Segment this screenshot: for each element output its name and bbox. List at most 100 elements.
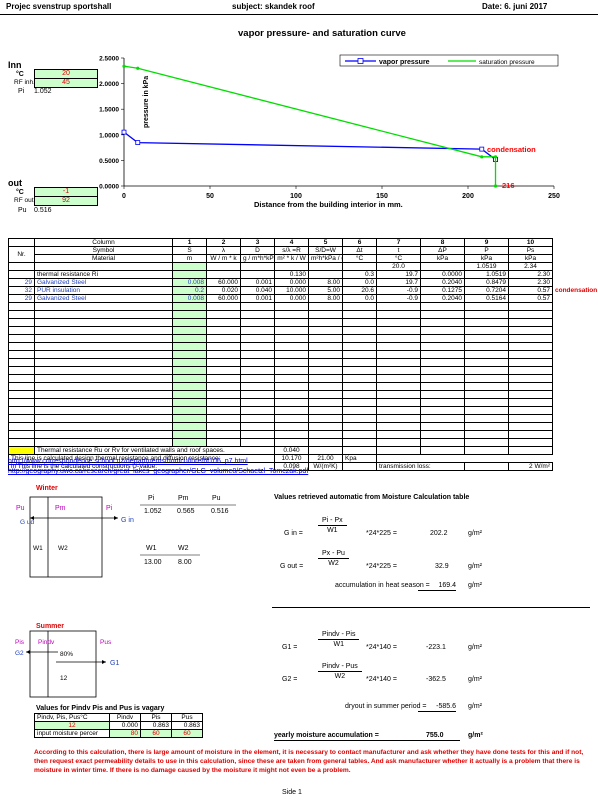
empty-row	[8, 318, 598, 327]
g-in-fraction: Pi - Px W1	[318, 516, 347, 535]
chart-axes: 0 50 100 150 200 250 0.0000 0.5000 1.0000 1.5000 2…	[99, 56, 560, 201]
row-column: Column 1 2 3 4 5 6 7 8 9 10	[8, 238, 598, 247]
data-point	[136, 66, 140, 70]
svg-text:Pu: Pu	[212, 495, 221, 502]
vary-moist-indv[interactable]: 80	[109, 729, 141, 738]
condensation-note	[553, 295, 598, 303]
y-tick-label: 2.5000	[99, 56, 119, 63]
footer-row-3: in This line is the calculated construct…	[8, 462, 598, 471]
link-geography[interactable]: http://geography.uwo.ca/research/great_l…	[8, 468, 309, 475]
vary-temp-input[interactable]: 12	[34, 721, 110, 730]
y-tick-label: 0.0000	[99, 184, 119, 191]
yearly-value: 755.0	[426, 732, 444, 739]
table-row: 29 Galvanized Steel 0.008 60.000 0.001 0.000 8…	[8, 294, 598, 303]
x-axis-label: Distance from the building interior in m…	[254, 200, 403, 209]
page-header: Projec svenstrup sportshall subject: ska…	[0, 2, 598, 15]
inn-rf-label: RF inh.	[14, 79, 35, 86]
legend-saturation: saturation pressure	[479, 59, 535, 66]
series-line-1	[123, 65, 497, 186]
moisture-table: Column 1 2 3 4 5 6 7 8 9 10 Nr. Symbol S…	[8, 238, 598, 471]
svg-text:1.052: 1.052	[144, 508, 162, 515]
winter-diagram: Pu Pm Pi G ud G in W1 W2 Pi Pm Pu 1.052 …	[16, 495, 236, 578]
accumulation-value: 169.4	[418, 581, 456, 591]
table-row: 29 Galvanized Steel 0.008 60.000 0.001 0.000 8…	[8, 278, 598, 287]
svg-text:80%: 80%	[60, 651, 73, 658]
svg-text:W2: W2	[178, 545, 189, 552]
col-header-label: Column	[34, 238, 173, 247]
inn-temp-label: °C	[16, 71, 24, 78]
empty-row	[8, 430, 598, 439]
date: Date: 6. juni 2017	[482, 2, 548, 11]
svg-text:Pus: Pus	[100, 639, 112, 646]
inn-title: Inn	[8, 60, 22, 70]
data-point	[480, 155, 484, 159]
condensation-note	[553, 279, 598, 287]
summer-diagram: Pis Pindv Pus G2 G1 80% 12	[15, 630, 119, 698]
legend-vapor: vapor pressure	[379, 59, 430, 66]
svg-text:Pu: Pu	[16, 505, 25, 512]
g2-fraction: Pindv - Pus W2	[318, 662, 362, 681]
calc-title: Values retrieved automatic from Moisture…	[274, 494, 470, 501]
legend-marker-vapor	[357, 58, 364, 64]
inn-pi-label: Pi	[18, 88, 25, 95]
row-symbol: Nr. Symbol S λ D s/λ =R S/D=W Δt t ΔP P …	[8, 246, 598, 263]
data-point	[121, 129, 127, 135]
vary-moist-us[interactable]: 60	[171, 729, 203, 738]
summer-title: Summer	[36, 623, 65, 630]
svg-text:Pm: Pm	[178, 495, 189, 502]
out-rf-input[interactable]: 92	[34, 196, 98, 206]
svg-text:Pi: Pi	[148, 495, 155, 502]
vary-table: Pindv, Pis, Pus°C Pindv Pis Pus 12 0.000…	[34, 713, 203, 738]
empty-row	[8, 414, 598, 423]
footer-row-1: Thermal resistance Ru or Rv for ventilat…	[8, 446, 598, 455]
vary-moist-is[interactable]: 60	[140, 729, 172, 738]
condensation-note	[553, 271, 598, 279]
subject: subject: skandek roof	[232, 2, 315, 11]
y-tick-label: 1.5000	[99, 107, 119, 114]
empty-row	[8, 334, 598, 343]
x-tick-label: 150	[376, 193, 388, 200]
g-out-value: 32.9	[435, 563, 449, 570]
x-tick-label: 50	[206, 193, 214, 200]
out-pu-label: Pu	[18, 207, 27, 214]
g1-fraction: Pindv - Pis W1	[318, 630, 360, 649]
yearly-row: yearly moisture accumulation = 755.0	[274, 731, 460, 741]
winter-title: Winter	[36, 485, 58, 492]
nr-header: Nr.	[8, 246, 35, 263]
svg-text:13.00: 13.00	[144, 559, 162, 566]
warning-text: According to this calculation, there is …	[34, 749, 584, 774]
condensation-label: condensation	[487, 145, 536, 154]
g1-value: -223.1	[426, 644, 446, 651]
data-point	[493, 155, 498, 159]
row-units: Material m W / m * k g / m*h*kPa m² * k …	[9, 254, 598, 263]
empty-row	[8, 374, 598, 383]
svg-text:Pindv: Pindv	[38, 639, 55, 646]
svg-text:G ud: G ud	[20, 519, 34, 526]
inn-pi-value: 1.052	[34, 88, 52, 95]
data-point	[493, 184, 498, 188]
inn-rf-input[interactable]: 45	[34, 78, 98, 88]
out-pu-value: 0.516	[34, 207, 52, 214]
vary-title: Values for Pindv Pis and Pus is vagary	[36, 705, 165, 712]
g-in-value: 202.2	[430, 530, 448, 537]
dryout-value: -585.6	[418, 702, 456, 712]
svg-text:G in: G in	[121, 517, 134, 524]
svg-text:G1: G1	[110, 660, 119, 667]
svg-text:0.516: 0.516	[211, 508, 229, 515]
out-rf-label: RF out.	[14, 197, 36, 204]
empty-row	[8, 310, 598, 319]
svg-text:8.00: 8.00	[178, 559, 192, 566]
x-tick-label: 100	[290, 193, 302, 200]
table-row: thermal resistance Ri 0.130 0.3 19.7 0.0000 1…	[8, 270, 598, 279]
empty-row	[8, 422, 598, 431]
empty-row	[8, 302, 598, 311]
link-correspondence[interactable]: http://www.correspondence.school.nz/depa…	[8, 458, 248, 465]
pressure-chart: 0 50 100 150 200 250 0.0000 0.5000 1.0000 1.5000 2…	[99, 54, 560, 209]
row-top: 20.0 1.0519 2.34	[8, 262, 598, 271]
chart-legend: vapor pressure saturation pressure	[339, 54, 559, 67]
out-title: out	[8, 178, 22, 188]
x-tick-label: 0	[122, 193, 126, 200]
y-tick-label: 1.0000	[99, 132, 119, 139]
end-label-216: 216	[502, 181, 515, 190]
out-temp-label: °C	[16, 189, 24, 196]
